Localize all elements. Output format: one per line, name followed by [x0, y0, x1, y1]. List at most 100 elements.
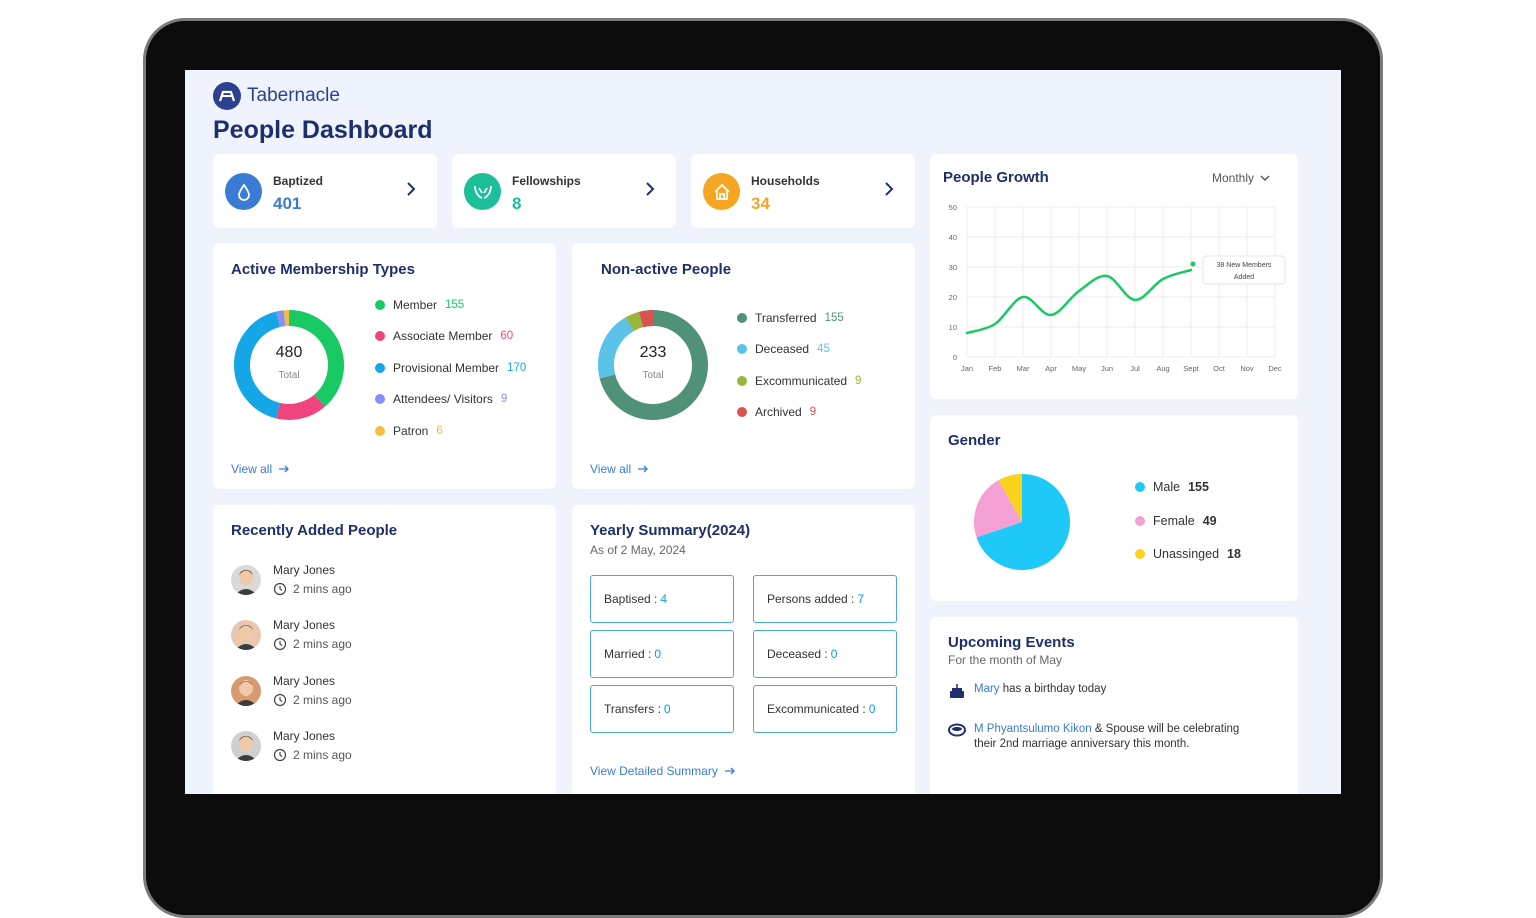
arrow-right-icon: [637, 465, 649, 473]
non-active-donut: [593, 305, 713, 425]
summary-value: 0: [654, 647, 661, 661]
legend-label: Unassinged: [1153, 547, 1219, 561]
recent-person-item[interactable]: Mary Jones 2 mins ago: [231, 563, 352, 596]
time-label: 2 mins ago: [293, 637, 352, 651]
event-item[interactable]: M Phyantsulumo Kikon & Spouse will be ce…: [948, 722, 1248, 752]
chevron-right-icon[interactable]: [883, 180, 895, 198]
legend-dot: [375, 394, 385, 404]
view-detailed-summary-link[interactable]: View Detailed Summary: [590, 764, 736, 778]
page-title: People Dashboard: [213, 116, 433, 145]
upcoming-events-subtitle: For the month of May: [948, 653, 1062, 667]
legend-value: 9: [855, 375, 861, 387]
stat-label: Households: [751, 174, 820, 188]
x-tick-label: Nov: [1240, 364, 1254, 373]
legend-dot: [375, 300, 385, 310]
tooltip-line-2: Added: [1234, 274, 1254, 281]
upcoming-events-card: Upcoming Events For the month of May Mar…: [930, 617, 1298, 794]
legend-value: 170: [507, 362, 526, 374]
avatar: [231, 731, 261, 761]
brand[interactable]: Tabernacle: [213, 82, 340, 110]
summary-label: Married :: [604, 647, 651, 661]
chevron-right-icon[interactable]: [644, 180, 656, 198]
legend-dot: [1135, 549, 1145, 559]
summary-label: Deceased :: [767, 647, 828, 661]
summary-value: 0: [831, 647, 838, 661]
active-membership-card: Active Membership Types 480 Total Member…: [213, 243, 556, 489]
view-all-link[interactable]: View all: [231, 462, 290, 476]
event-person-name[interactable]: Mary: [974, 683, 1000, 695]
history-icon: [273, 748, 287, 762]
legend-item: Provisional Member 170: [375, 361, 526, 375]
arrow-right-icon: [724, 767, 736, 775]
x-tick-label: Dec: [1268, 364, 1282, 373]
y-tick-label: 40: [949, 233, 957, 242]
yearly-summary-subtitle: As of 2 May, 2024: [590, 543, 686, 557]
legend-dot: [737, 313, 747, 323]
view-all-link[interactable]: View all: [590, 462, 649, 476]
summary-box-married: Married :0: [590, 630, 734, 678]
legend-dot: [737, 376, 747, 386]
recent-people-card: Recently Added People Mary Jones 2 mins a…: [213, 505, 556, 794]
avatar: [231, 676, 261, 706]
view-all-label: View all: [590, 462, 631, 476]
person-name: Mary Jones: [273, 618, 352, 632]
stat-card-fellowships[interactable]: Fellowships 8: [452, 154, 676, 228]
legend-label: Deceased: [755, 342, 809, 356]
recent-person-item[interactable]: Mary Jones 2 mins ago: [231, 618, 352, 651]
donut-segment: [630, 320, 641, 325]
chevron-right-icon[interactable]: [405, 180, 417, 198]
summary-box-deceased: Deceased :0: [753, 630, 897, 678]
avatar: [231, 620, 261, 650]
yearly-summary-title: Yearly Summary(2024): [590, 522, 750, 539]
event-item[interactable]: Mary has a birthday today: [948, 682, 1106, 700]
non-active-title: Non-active People: [601, 261, 731, 278]
y-tick-label: 0: [953, 353, 957, 362]
stat-value: 34: [751, 194, 770, 214]
summary-label: Persons added :: [767, 592, 854, 606]
legend-value: 9: [810, 406, 816, 418]
stat-card-households[interactable]: Households 34: [691, 154, 915, 228]
legend-value: 155: [445, 299, 464, 311]
legend-label: Excommunicated: [755, 374, 847, 388]
y-tick-label: 20: [949, 293, 957, 302]
legend-dot: [375, 363, 385, 373]
highlight-point[interactable]: [1191, 262, 1196, 267]
legend-value: 18: [1227, 547, 1241, 561]
recent-people-title: Recently Added People: [231, 522, 397, 539]
x-tick-label: Apr: [1045, 364, 1057, 373]
period-dropdown-label: Monthly: [1212, 171, 1254, 185]
legend-value: 6: [436, 425, 442, 437]
stat-label: Baptized: [273, 174, 323, 188]
summary-value: 7: [857, 592, 864, 606]
legend-label: Provisional Member: [393, 361, 499, 375]
droplet-icon: [225, 173, 262, 210]
person-time: 2 mins ago: [273, 582, 352, 596]
yearly-summary-card: Yearly Summary(2024) As of 2 May, 2024 B…: [572, 505, 915, 794]
legend-dot: [375, 331, 385, 341]
event-person-name[interactable]: M Phyantsulumo Kikon: [974, 723, 1092, 735]
x-tick-label: Jan: [961, 364, 973, 373]
donut-total-label: Total: [593, 370, 713, 381]
legend-label: Associate Member: [393, 329, 492, 343]
legend-label: Patron: [393, 424, 428, 438]
period-dropdown[interactable]: Monthly: [1212, 171, 1270, 185]
summary-box-baptised: Baptised :4: [590, 575, 734, 623]
stat-card-baptized[interactable]: Baptized 401: [213, 154, 437, 228]
house-icon: [703, 173, 740, 210]
ring-icon: [948, 723, 966, 737]
person-time: 2 mins ago: [273, 748, 352, 762]
x-tick-label: Mar: [1017, 364, 1030, 373]
time-label: 2 mins ago: [293, 748, 352, 762]
legend-label: Attendees/ Visitors: [393, 392, 493, 406]
y-tick-label: 50: [949, 203, 957, 212]
person-name: Mary Jones: [273, 563, 352, 577]
